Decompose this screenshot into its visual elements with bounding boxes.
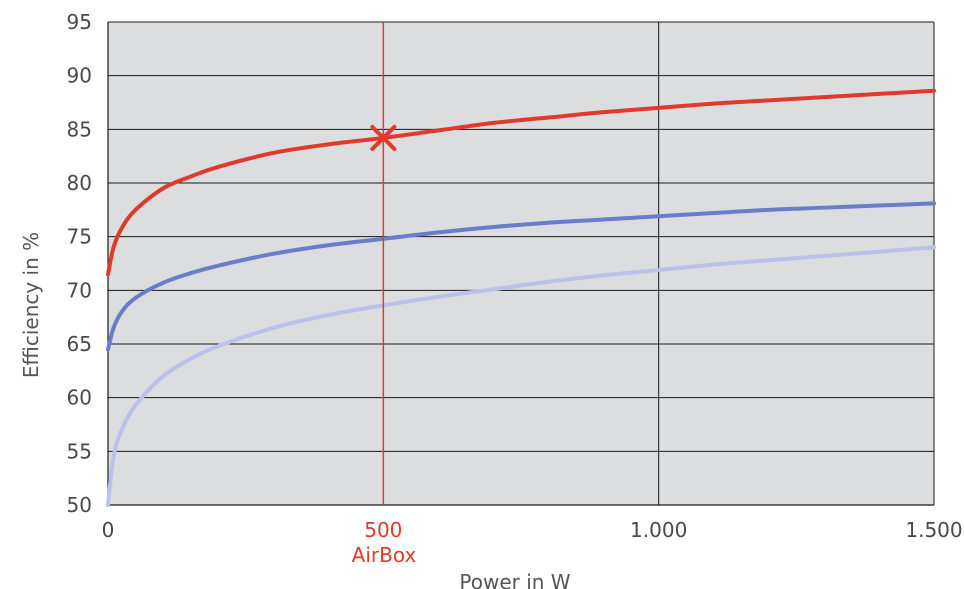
x-tick-labels: 0 500 1.000 1.500 [102,518,963,542]
y-tick-label: 50 [67,493,92,517]
y-tick-label: 75 [67,225,92,249]
y-tick-label: 55 [67,439,92,463]
y-tick-label: 85 [67,117,92,141]
y-tick-label: 90 [67,64,92,88]
x-axis-title: Power in W [459,570,570,589]
series-layer [106,88,936,507]
plot-background [108,22,934,505]
series-line [106,88,936,277]
x-tick-label: 1.500 [905,518,962,542]
series-line [106,201,936,352]
y-tick-label: 70 [67,278,92,302]
y-tick-label: 65 [67,332,92,356]
x-marker [370,124,397,151]
x-tick-label: 0 [102,518,115,542]
y-tick-label: 80 [67,171,92,195]
reference-label: AirBox [352,543,417,567]
x-tick-label: 1.000 [630,518,687,542]
y-tick-labels: 50 55 60 65 70 75 80 85 90 95 [67,10,92,517]
y-axis-title: Efficiency in % [19,232,43,378]
y-tick-label: 60 [67,386,92,410]
series-line [106,245,936,507]
x-tick-label: 500 [364,518,402,542]
y-tick-label: 95 [67,10,92,34]
x-marker-stroke [370,124,397,151]
marker-layer [370,124,397,151]
